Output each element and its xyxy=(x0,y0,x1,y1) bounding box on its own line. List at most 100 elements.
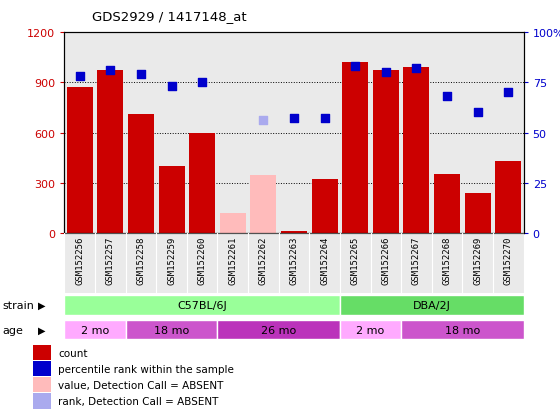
Text: C57BL/6J: C57BL/6J xyxy=(178,300,227,310)
Point xyxy=(75,74,84,81)
Text: GSM152260: GSM152260 xyxy=(198,236,207,285)
Bar xyxy=(495,161,521,233)
Text: GSM152267: GSM152267 xyxy=(412,236,421,285)
Bar xyxy=(465,193,491,233)
Text: GSM152262: GSM152262 xyxy=(259,236,268,285)
Bar xyxy=(401,320,524,339)
Bar xyxy=(463,233,493,293)
Bar xyxy=(340,296,524,315)
Bar xyxy=(189,133,215,233)
Text: GSM152257: GSM152257 xyxy=(106,236,115,285)
Text: ▶: ▶ xyxy=(38,325,46,335)
Text: ▶: ▶ xyxy=(38,300,46,310)
Text: 26 mo: 26 mo xyxy=(261,325,296,335)
Bar xyxy=(401,33,432,233)
Point xyxy=(320,116,329,123)
Bar xyxy=(340,233,371,293)
Bar xyxy=(340,33,371,233)
Bar xyxy=(311,180,338,233)
Bar xyxy=(371,33,401,233)
Bar xyxy=(33,345,50,361)
Bar xyxy=(217,33,248,233)
Point xyxy=(290,116,298,123)
Text: 2 mo: 2 mo xyxy=(356,325,385,335)
Bar xyxy=(187,233,217,293)
Bar xyxy=(64,320,125,339)
Bar xyxy=(125,233,156,293)
Text: GSM152263: GSM152263 xyxy=(290,236,298,285)
Text: rank, Detection Call = ABSENT: rank, Detection Call = ABSENT xyxy=(58,396,218,406)
Bar xyxy=(434,175,460,233)
Point xyxy=(351,64,360,70)
Bar xyxy=(33,377,50,392)
Point xyxy=(412,66,421,72)
Bar xyxy=(156,233,187,293)
Text: GSM152258: GSM152258 xyxy=(137,236,146,285)
Point xyxy=(137,72,146,78)
Point xyxy=(504,90,513,96)
Bar xyxy=(463,33,493,233)
Point xyxy=(167,84,176,90)
Bar xyxy=(432,33,463,233)
Bar xyxy=(64,233,95,293)
Bar xyxy=(33,361,50,377)
Point xyxy=(106,68,115,74)
Text: GDS2929 / 1417148_at: GDS2929 / 1417148_at xyxy=(92,10,247,23)
Bar xyxy=(64,33,95,233)
Text: GSM152269: GSM152269 xyxy=(473,236,482,285)
Point xyxy=(198,80,207,86)
Bar xyxy=(248,233,279,293)
Bar xyxy=(217,320,340,339)
Bar xyxy=(342,63,368,233)
Text: GSM152265: GSM152265 xyxy=(351,236,360,285)
Text: 18 mo: 18 mo xyxy=(445,325,480,335)
Text: strain: strain xyxy=(3,300,35,310)
Point xyxy=(259,118,268,124)
Bar xyxy=(432,233,463,293)
Bar xyxy=(187,33,217,233)
Text: percentile rank within the sample: percentile rank within the sample xyxy=(58,364,234,374)
Bar xyxy=(95,33,125,233)
Bar xyxy=(373,71,399,233)
Bar xyxy=(128,115,154,233)
Text: GSM152266: GSM152266 xyxy=(381,236,390,285)
Text: 18 mo: 18 mo xyxy=(154,325,189,335)
Bar xyxy=(95,233,125,293)
Bar xyxy=(125,320,217,339)
Bar xyxy=(97,71,123,233)
Bar xyxy=(220,213,246,233)
Bar xyxy=(250,176,277,233)
Bar xyxy=(64,296,340,315)
Text: GSM152261: GSM152261 xyxy=(228,236,237,285)
Bar xyxy=(156,33,187,233)
Bar xyxy=(279,233,309,293)
Bar xyxy=(279,33,309,233)
Point xyxy=(473,110,482,116)
Bar xyxy=(401,233,432,293)
Bar xyxy=(67,88,93,233)
Point xyxy=(381,70,390,76)
Text: age: age xyxy=(3,325,24,335)
Text: GSM152270: GSM152270 xyxy=(504,236,513,285)
Bar xyxy=(281,232,307,233)
Bar xyxy=(248,33,279,233)
Text: GSM152256: GSM152256 xyxy=(75,236,84,285)
Bar xyxy=(493,233,524,293)
Bar xyxy=(217,233,248,293)
Text: count: count xyxy=(58,348,88,358)
Bar xyxy=(403,68,430,233)
Bar xyxy=(33,393,50,408)
Bar xyxy=(309,33,340,233)
Text: GSM152264: GSM152264 xyxy=(320,236,329,285)
Text: 2 mo: 2 mo xyxy=(81,325,109,335)
Point xyxy=(442,94,451,100)
Bar xyxy=(340,320,401,339)
Bar xyxy=(371,233,401,293)
Bar xyxy=(158,166,185,233)
Text: GSM152259: GSM152259 xyxy=(167,236,176,285)
Text: GSM152268: GSM152268 xyxy=(442,236,451,285)
Bar xyxy=(309,233,340,293)
Text: value, Detection Call = ABSENT: value, Detection Call = ABSENT xyxy=(58,380,223,390)
Text: DBA/2J: DBA/2J xyxy=(413,300,451,310)
Bar xyxy=(493,33,524,233)
